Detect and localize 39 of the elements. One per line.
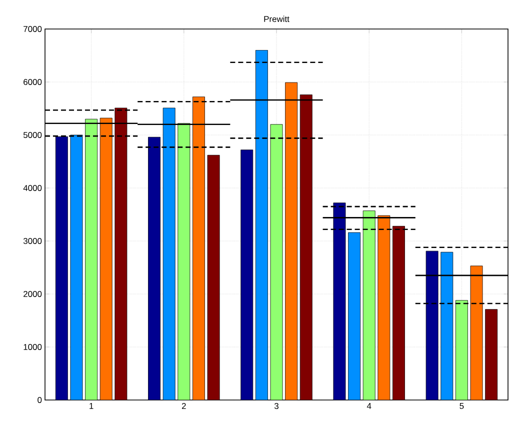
bar: [362, 210, 376, 400]
bar: [192, 96, 205, 400]
bar: [333, 202, 346, 400]
bar: [470, 266, 483, 400]
y-tick-label: 1000: [24, 344, 42, 350]
bar: [162, 108, 176, 400]
bar: [70, 134, 83, 400]
bar: [485, 309, 498, 400]
bar: [240, 150, 254, 400]
y-tick-label: 4000: [23, 185, 42, 191]
bar: [440, 252, 454, 400]
bar: [114, 108, 128, 400]
bar: [348, 232, 361, 400]
bar: [285, 82, 298, 400]
bar: [100, 118, 112, 400]
bar: [148, 136, 160, 400]
bar: [270, 124, 283, 400]
y-tick-label: 2000: [24, 291, 42, 297]
bar: [207, 154, 220, 400]
x-tick-label: 1: [90, 403, 94, 409]
bar: [300, 94, 312, 400]
y-tick-label: 7000: [24, 26, 42, 32]
bar: [392, 226, 405, 400]
bar: [455, 300, 468, 400]
x-tick-label: 4: [366, 403, 372, 409]
bar: [55, 136, 68, 400]
x-tick-label: 3: [274, 403, 278, 410]
bar: [378, 215, 390, 400]
bar: [255, 50, 268, 400]
x-tick-label: 2: [182, 403, 186, 409]
y-tick-label: 5000: [23, 132, 42, 138]
y-tick-label: 6000: [24, 79, 42, 85]
bar: [178, 123, 190, 400]
chart-title: Prewitt: [264, 16, 290, 22]
y-tick-label: 0: [38, 397, 42, 403]
bar: [85, 118, 98, 400]
bar: [426, 250, 438, 400]
y-tick-label: 3000: [23, 238, 42, 244]
x-tick-label: 5: [460, 403, 464, 409]
